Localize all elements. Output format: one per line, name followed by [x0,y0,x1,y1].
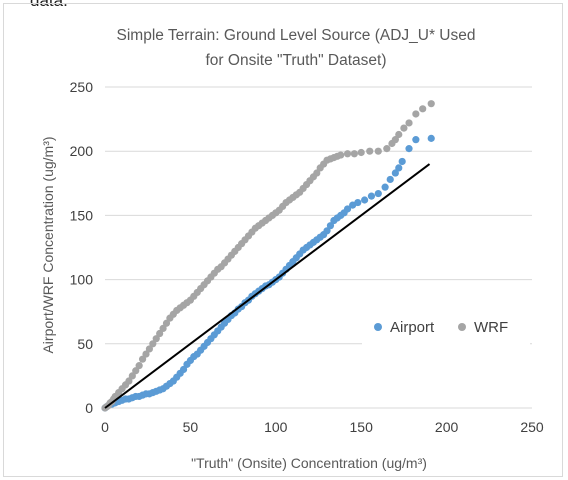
data-point [128,372,136,380]
data-point [179,365,188,374]
data-point [323,227,331,235]
data-point [405,145,413,153]
y-axis-ticks: 0 50 100 150 200 250 [70,79,94,416]
data-point [427,134,435,142]
data-point [343,150,352,158]
x-tick-label: 150 [350,419,374,435]
data-point [125,377,133,385]
data-point [419,105,427,113]
chart-title: Simple Terrain: Ground Level Source (ADJ… [117,27,476,69]
data-point [357,148,365,157]
data-point [374,147,382,155]
y-tick-label: 150 [70,207,94,223]
chart-title-line-2: for Onsite "Truth" Dataset) [206,52,387,69]
clipped-caption: data. [0,0,568,18]
legend-marker [374,323,382,331]
legend: Airport WRF [362,311,530,367]
data-point [142,350,150,358]
data-point [354,198,362,207]
y-tick-label: 100 [70,272,94,288]
data-point [400,124,408,132]
data-point [152,335,160,343]
data-point [326,222,335,230]
x-tick-label: 50 [183,419,199,435]
chart-frame [3,3,563,477]
data-point [350,150,358,158]
data-point [366,147,374,155]
data-point [313,169,321,177]
data-point [412,136,420,144]
data-point [156,329,164,338]
data-point [398,157,406,166]
data-point [343,205,352,213]
data-point [391,169,399,177]
data-point [383,145,391,153]
data-point [149,340,157,348]
x-tick-label: 250 [520,419,544,435]
data-point [138,355,147,363]
x-tick-label: 100 [264,419,288,435]
series-wrf [101,100,435,412]
legend-label: WRF [474,319,508,336]
data-point [132,367,140,375]
y-tick-label: 0 [85,400,93,416]
series-airport [101,134,435,412]
data-point [374,189,382,198]
data-point [405,119,413,127]
data-point [367,192,376,200]
legend-marker [458,323,466,331]
data-point [145,345,154,353]
x-axis-ticks: 0 50 100 150 200 250 [101,419,544,435]
data-point [159,324,167,332]
data-point [395,164,403,172]
legend-label: Airport [390,319,435,336]
x-axis-title: "Truth" (Onsite) Concentration (ug/m³) [191,455,427,471]
x-tick-label: 0 [101,419,109,435]
data-point [135,362,143,370]
y-axis-title: Airport/WRF Concentration (ug/m³) [40,136,56,353]
data-point [337,151,345,159]
data-series [101,100,435,412]
gridlines [105,86,532,409]
data-point [427,100,435,108]
data-point [386,175,394,184]
caption-text: data. [30,0,68,10]
data-point [391,136,399,144]
chart-title-line-1: Simple Terrain: Ground Level Source (ADJ… [117,27,476,44]
y-tick-label: 200 [70,143,94,159]
data-point [395,130,403,139]
data-point [162,319,171,327]
y-tick-label: 250 [70,79,94,95]
y-tick-label: 50 [77,336,93,352]
data-point [412,110,420,118]
legend-background [362,311,530,367]
one-to-one-line [104,163,431,409]
x-tick-label: 200 [435,419,459,435]
data-point [361,196,369,204]
data-point [381,183,389,191]
